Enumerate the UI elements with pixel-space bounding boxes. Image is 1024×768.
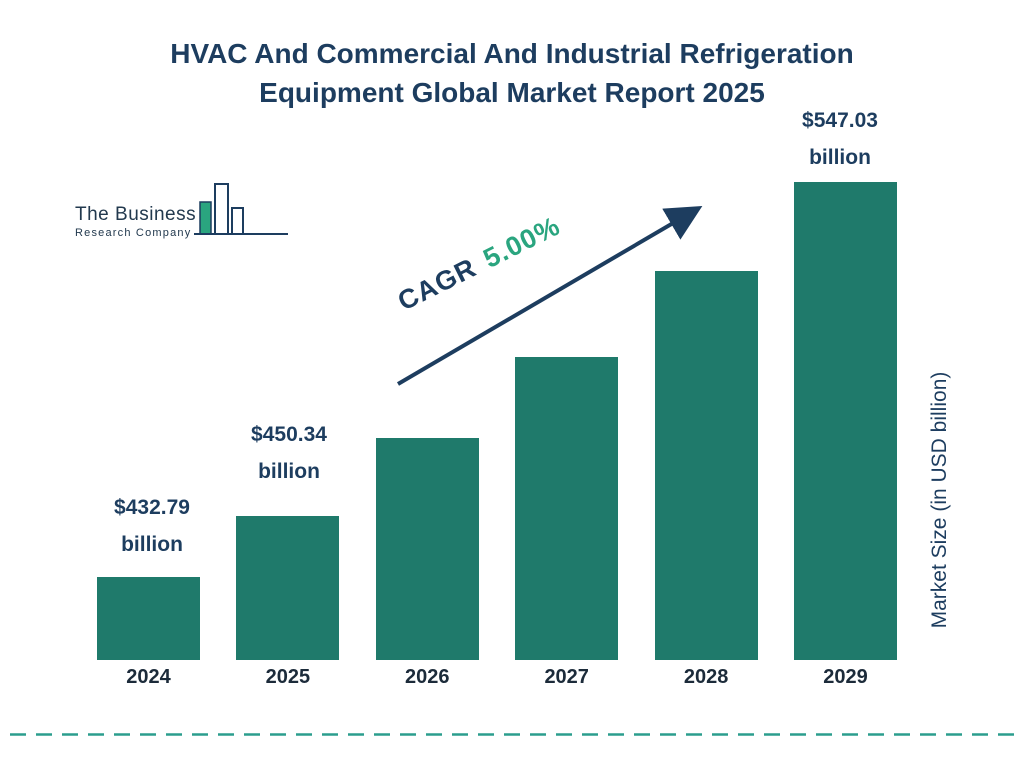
bottom-dashed-line — [10, 733, 1014, 736]
value-label-2024: $432.79 billion — [77, 489, 227, 563]
x-tick-2024: 2024 — [126, 666, 171, 688]
bar-2024 — [97, 577, 200, 660]
x-tick-2027: 2027 — [544, 666, 589, 688]
value-label-2024-amount: $432.79 — [114, 496, 190, 519]
page-title: HVAC And Commercial And Industrial Refri… — [0, 34, 1024, 112]
company-logo: The Business Research Company — [72, 178, 288, 248]
logo-bars-icon — [194, 183, 288, 235]
value-label-2024-unit: billion — [121, 533, 183, 556]
page-title-line1: HVAC And Commercial And Industrial Refri… — [170, 38, 854, 69]
x-tick-2025: 2025 — [265, 666, 311, 688]
bar-2027 — [515, 357, 619, 660]
value-label-2025-amount: $450.34 — [251, 423, 327, 446]
logo-text: The Business Research Company — [75, 204, 196, 239]
value-label-2029-unit: billion — [809, 146, 871, 169]
logo-text-primary: The Business — [75, 204, 197, 225]
value-label-2025-unit: billion — [258, 460, 320, 483]
value-label-2029-amount: $547.03 — [802, 109, 878, 132]
bar-2026 — [375, 438, 479, 660]
bar-2025 — [236, 516, 340, 660]
value-label-2025: $450.34 billion — [214, 416, 364, 490]
x-tick-2028: 2028 — [683, 666, 729, 688]
y-axis-label: Market Size (in USD billion) — [928, 371, 951, 629]
bar-2029 — [794, 182, 897, 660]
logo-text-secondary: Research Company — [75, 227, 192, 239]
value-label-2029: $547.03 billion — [765, 102, 915, 176]
page-title-line2: Equipment Global Market Report 2025 — [259, 77, 765, 108]
trend-arrow-icon — [396, 205, 703, 386]
bar-2028 — [654, 271, 758, 660]
x-tick-2026: 2026 — [405, 666, 450, 688]
x-tick-2029: 2029 — [823, 666, 868, 688]
